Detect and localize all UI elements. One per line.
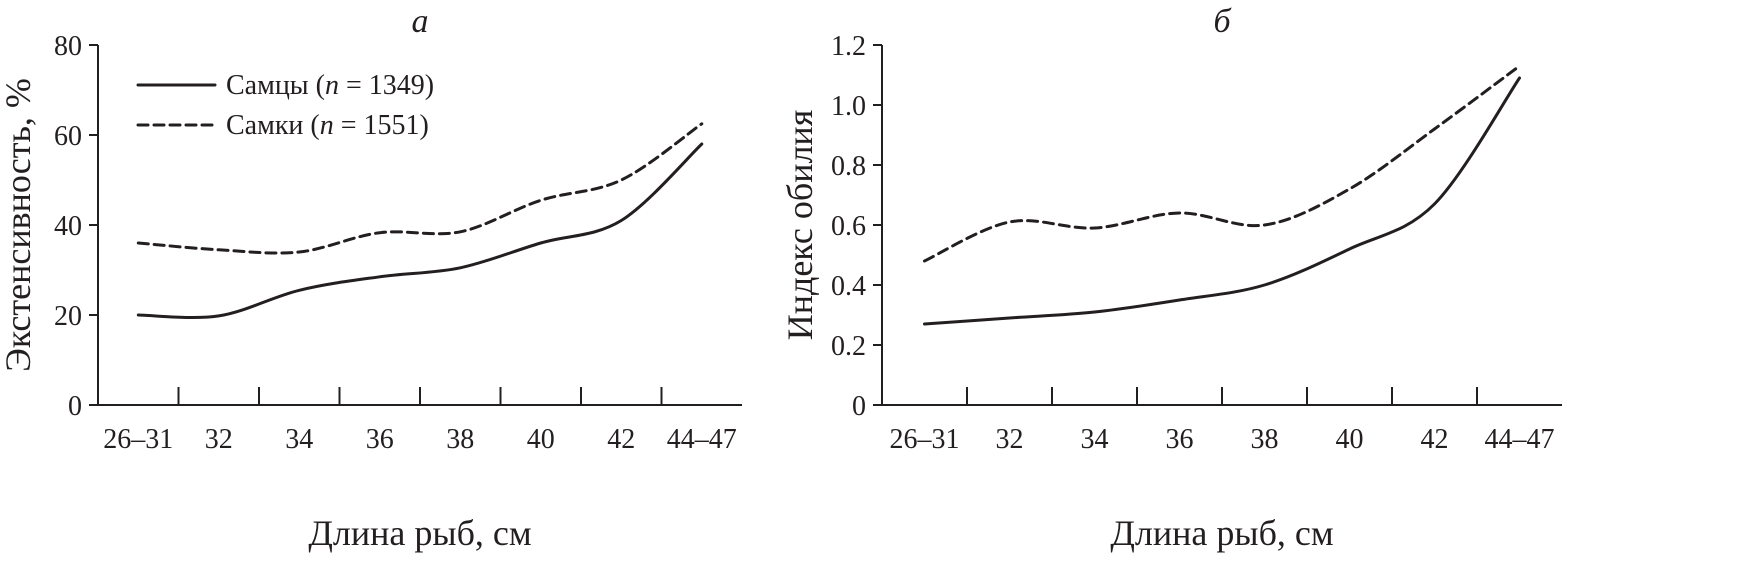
x-axis-title: Длина рыб, см: [308, 513, 531, 553]
chart-panel-b: 0 0.2 0.4 0.6 0.8 1.0 1.2 26–31 32 34 36 38 40 42 44–4…: [780, 3, 1562, 553]
y-tick-label: 20: [54, 301, 82, 332]
x-tick-label: 36: [366, 424, 394, 455]
legend-label-n: n: [325, 70, 339, 101]
legend-label: Самки (n = 1551): [226, 110, 429, 141]
legend-label: Самцы (n = 1349): [226, 70, 434, 101]
y-tick-label: 0.2: [831, 331, 866, 362]
y-tick-label: 0.8: [831, 151, 866, 182]
x-tick-label: 32: [996, 424, 1024, 455]
y-tick-label: 0: [68, 391, 82, 422]
x-tick-label: 38: [446, 424, 474, 455]
x-tick-label: 26–31: [103, 424, 173, 455]
x-tick-label: 40: [1336, 424, 1364, 455]
legend-label-prefix: Самцы (: [226, 70, 325, 101]
y-tick-label: 0.6: [831, 211, 866, 242]
x-tick-label: 36: [1166, 424, 1194, 455]
y-tick-label: 0: [852, 391, 866, 422]
y-tick-label: 1.0: [831, 91, 866, 122]
legend-label-n: n: [320, 110, 334, 141]
y-tick-label: 0.4: [831, 271, 866, 302]
x-tick-label: 44–47: [667, 424, 737, 455]
series-line-solid: [923, 76, 1521, 326]
legend-label-suffix: = 1349): [339, 70, 434, 101]
y-tick-label: 1.2: [831, 31, 866, 62]
x-tick-label: 40: [527, 424, 555, 455]
y-axis-title: Экстенсивность, %: [0, 78, 38, 372]
panel-letter: а: [412, 3, 429, 40]
x-axis-title: Длина рыб, см: [1110, 513, 1333, 553]
y-tick-label: 80: [54, 31, 82, 62]
legend-label-suffix: = 1551): [334, 110, 429, 141]
x-tick-label: 38: [1251, 424, 1279, 455]
y-axis-title: Индекс обилия: [780, 110, 820, 341]
x-tick-label: 34: [1081, 424, 1109, 455]
x-tick-label: 44–47: [1485, 424, 1555, 455]
series-line-dashed: [923, 64, 1521, 263]
series-line-dashed: [136, 122, 704, 255]
x-tick-label: 42: [1421, 424, 1449, 455]
x-tick-label: 32: [205, 424, 233, 455]
x-tick-label: 26–31: [890, 424, 960, 455]
x-tick-label: 42: [607, 424, 635, 455]
panel-letter: б: [1213, 3, 1232, 40]
y-tick-label: 60: [54, 121, 82, 152]
y-tick-label: 40: [54, 211, 82, 242]
chart-panel-a: 0 20 40 60 80 26–31 32 34 36 38 40 42 44–47 Длина рыб…: [0, 3, 742, 553]
series-line-solid: [136, 142, 704, 320]
legend-label-prefix: Самки (: [226, 110, 320, 141]
x-tick-label: 34: [285, 424, 313, 455]
